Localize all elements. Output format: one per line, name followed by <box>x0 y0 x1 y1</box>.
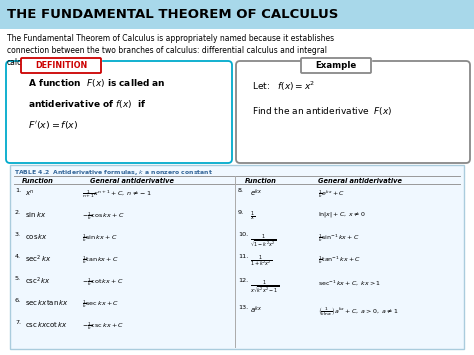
Text: 4.: 4. <box>15 254 21 259</box>
Text: 2.: 2. <box>15 210 21 215</box>
Text: 1.: 1. <box>15 188 21 193</box>
Text: calculus.: calculus. <box>7 58 41 67</box>
Text: $e^{kx}$: $e^{kx}$ <box>250 188 263 199</box>
Text: $\csc kx\cot kx$: $\csc kx\cot kx$ <box>25 320 68 329</box>
Text: TABLE 4.2  Antiderivative formulas, $k$ a nonzero constant: TABLE 4.2 Antiderivative formulas, $k$ a… <box>14 168 213 177</box>
FancyBboxPatch shape <box>21 58 101 73</box>
Text: $\sec^2 kx$: $\sec^2 kx$ <box>25 254 52 265</box>
Text: Function: Function <box>22 178 54 184</box>
Text: $\sin kx$: $\sin kx$ <box>25 210 46 219</box>
Text: $x^n$: $x^n$ <box>25 188 35 198</box>
FancyBboxPatch shape <box>6 61 232 163</box>
Text: 10.: 10. <box>238 232 248 237</box>
Text: $\csc^2 kx$: $\csc^2 kx$ <box>25 276 51 287</box>
Text: $\frac{1}{x}$: $\frac{1}{x}$ <box>250 210 255 223</box>
Text: 6.: 6. <box>15 298 21 303</box>
Text: 12.: 12. <box>238 278 248 283</box>
Text: $\frac{1}{k}\tan^{-1} kx + C$: $\frac{1}{k}\tan^{-1} kx + C$ <box>318 254 361 266</box>
Text: General antiderivative: General antiderivative <box>318 178 402 184</box>
Text: 3.: 3. <box>15 232 21 237</box>
FancyBboxPatch shape <box>301 58 371 73</box>
Text: 11.: 11. <box>238 254 248 259</box>
Text: DEFINITION: DEFINITION <box>35 61 87 70</box>
Text: $\cos kx$: $\cos kx$ <box>25 232 48 241</box>
Text: Find the an antiderivative  $F(x)$: Find the an antiderivative $F(x)$ <box>252 105 392 117</box>
Text: $\ln|x| + C,\ x \neq 0$: $\ln|x| + C,\ x \neq 0$ <box>318 210 366 219</box>
FancyBboxPatch shape <box>10 165 464 349</box>
Text: $\sec kx\tan kx$: $\sec kx\tan kx$ <box>25 298 69 307</box>
Text: $\frac{1}{k}\sec kx + C$: $\frac{1}{k}\sec kx + C$ <box>82 298 119 310</box>
Text: $\frac{1}{\sqrt{1-k^2x^2}}$: $\frac{1}{\sqrt{1-k^2x^2}}$ <box>250 232 276 250</box>
Text: 9.: 9. <box>238 210 244 215</box>
Text: $\frac{1}{1+k^2x^2}$: $\frac{1}{1+k^2x^2}$ <box>250 254 272 269</box>
Text: $\frac{1}{k}\sin^{-1} kx + C$: $\frac{1}{k}\sin^{-1} kx + C$ <box>318 232 359 244</box>
Text: connection between the two branches of calculus: differential calculus and integ: connection between the two branches of c… <box>7 46 327 55</box>
FancyBboxPatch shape <box>301 58 371 73</box>
Text: antiderivative of $f(x)$  if: antiderivative of $f(x)$ if <box>28 98 146 110</box>
FancyBboxPatch shape <box>236 61 470 163</box>
Text: $\frac{1}{k}\tan kx + C$: $\frac{1}{k}\tan kx + C$ <box>82 254 119 266</box>
FancyBboxPatch shape <box>0 0 474 29</box>
Text: The Fundamental Theorem of Calculus is appropriately named because it establishe: The Fundamental Theorem of Calculus is a… <box>7 34 334 43</box>
Text: $\frac{1}{x\sqrt{k^2x^2-1}}$: $\frac{1}{x\sqrt{k^2x^2-1}}$ <box>250 278 280 295</box>
FancyBboxPatch shape <box>21 58 101 73</box>
Text: $a^{kx}$: $a^{kx}$ <box>250 305 263 316</box>
Text: $\frac{1}{k}\sin kx + C$: $\frac{1}{k}\sin kx + C$ <box>82 232 118 244</box>
Text: $\left(\frac{1}{k\ln a}\right)a^{kx} + C,\ a>0,\ a\neq 1$: $\left(\frac{1}{k\ln a}\right)a^{kx} + C… <box>318 305 398 317</box>
Text: 8.: 8. <box>238 188 244 193</box>
Text: Let:   $f(x) = x^2$: Let: $f(x) = x^2$ <box>252 80 315 93</box>
Text: Example: Example <box>315 61 356 70</box>
Text: $\sec^{-1} kx + C,\ kx > 1$: $\sec^{-1} kx + C,\ kx > 1$ <box>318 278 381 287</box>
Text: $-\frac{1}{k}\cos kx + C$: $-\frac{1}{k}\cos kx + C$ <box>82 210 125 222</box>
Text: $\frac{1}{k}e^{kx} + C$: $\frac{1}{k}e^{kx} + C$ <box>318 188 345 200</box>
Text: $-\frac{1}{k}\cot kx + C$: $-\frac{1}{k}\cot kx + C$ <box>82 276 124 288</box>
Text: $-\frac{1}{k}\csc kx + C$: $-\frac{1}{k}\csc kx + C$ <box>82 320 124 332</box>
Text: 5.: 5. <box>15 276 21 281</box>
Text: $F^{\prime}(x) = f(x)$: $F^{\prime}(x) = f(x)$ <box>28 119 79 131</box>
Text: A function  $F(x)$ is called an: A function $F(x)$ is called an <box>28 77 166 89</box>
Text: General antiderivative: General antiderivative <box>90 178 174 184</box>
Text: 13.: 13. <box>238 305 248 310</box>
Text: THE FUNDAMENTAL THEOREM OF CALCULUS: THE FUNDAMENTAL THEOREM OF CALCULUS <box>7 9 338 22</box>
Text: $\frac{1}{n+1}x^{n+1} + C,\ n \neq -1$: $\frac{1}{n+1}x^{n+1} + C,\ n \neq -1$ <box>82 188 152 200</box>
Text: 7.: 7. <box>15 320 21 325</box>
Text: Function: Function <box>245 178 277 184</box>
